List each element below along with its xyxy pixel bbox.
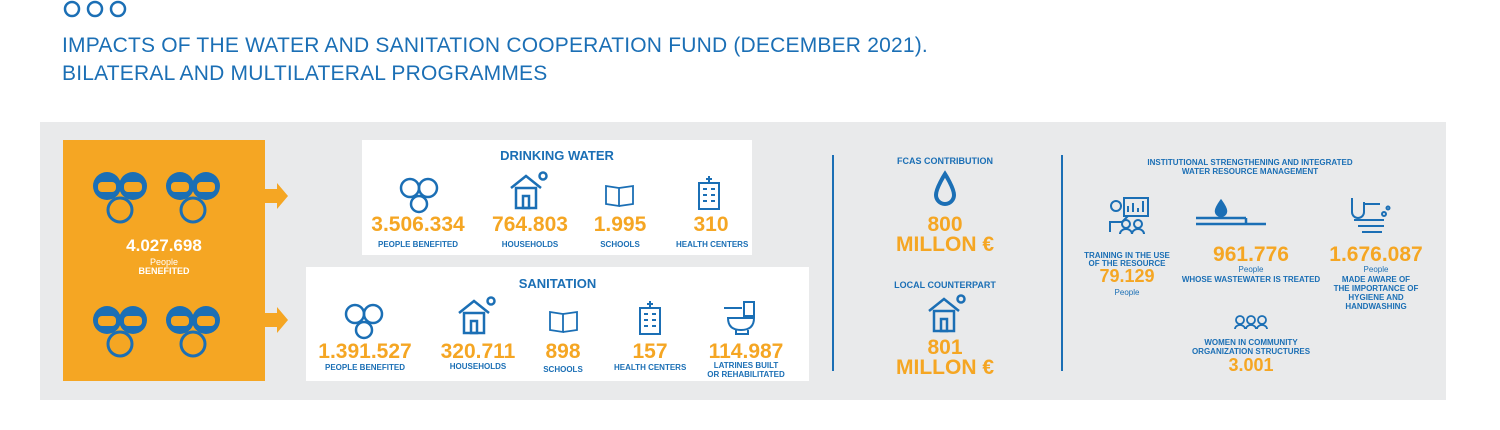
dw-schools-value: 1.995 (593, 213, 647, 236)
dw-health-value: 310 (693, 213, 729, 236)
page-title-line2: BILATERAL AND MULTILATERAL PROGRAMMES (62, 62, 548, 85)
fcas-unit: MILLON € (896, 233, 994, 256)
wastewater-unit: People (1238, 265, 1264, 274)
handwashing-icon (1351, 198, 1391, 233)
wastewater-treatment-icon (1196, 198, 1266, 226)
san-health-label: HEALTH CENTERS (614, 363, 687, 372)
dw-households-value: 764.803 (492, 213, 568, 236)
women-group-icon (1234, 315, 1268, 330)
hygiene-label-2: THE IMPORTANCE OF (1333, 284, 1419, 293)
toilet-icon (724, 301, 756, 335)
san-latrines-label-1: LATRINES BUILT (713, 361, 779, 370)
divider (1061, 155, 1063, 371)
san-schools-label: SCHOOLS (543, 365, 583, 374)
institutional-heading-1: INSTITUTIONAL STRENGTHENING AND INTEGRAT… (1147, 158, 1353, 167)
divider (832, 155, 834, 371)
sanitation-heading: SANITATION (518, 276, 597, 291)
local-value: 801 (927, 336, 963, 359)
sanitation-card (306, 267, 809, 381)
house-icon (510, 171, 548, 210)
page-title-line1: IMPACTS OF THE WATER AND SANITATION COOP… (62, 34, 928, 57)
dw-health-label: HEALTH CENTERS (676, 240, 749, 249)
wastewater-value: 961.776 (1213, 243, 1289, 266)
people-icon (399, 177, 439, 214)
local-unit: MILLON € (896, 356, 994, 379)
institutional-heading-2: WATER RESOURCE MANAGEMENT (1181, 167, 1319, 176)
training-label-2: OF THE RESOURCE (1088, 259, 1166, 268)
san-households-label: HOUSEHOLDS (449, 362, 507, 371)
fcas-value: 800 (927, 213, 963, 236)
total-unit: People (149, 257, 179, 267)
san-latrines-label-2: OR REHABILITATED (707, 370, 785, 379)
women-label-1: WOMEN IN COMMUNITY (1204, 338, 1298, 347)
local-heading: LOCAL COUNTERPART (894, 280, 996, 290)
hygiene-label-4: HANDWASHING (1345, 302, 1407, 311)
water-drop-icon (933, 170, 957, 206)
dw-households-label: HOUSEHOLDS (501, 240, 559, 249)
san-schools-value: 898 (545, 340, 581, 363)
hospital-icon (698, 176, 720, 210)
hospital-icon (639, 301, 661, 335)
dw-people-value: 3.506.334 (371, 213, 465, 236)
training-icon (1109, 197, 1149, 235)
total-label: BENEFITED (138, 266, 190, 276)
hygiene-label-1: MADE AWARE OF (1341, 275, 1411, 284)
arrow-right-icon (265, 307, 288, 333)
dw-schools-label: SCHOOLS (600, 240, 640, 249)
book-icon (549, 310, 578, 334)
san-latrines-value: 114.987 (708, 340, 784, 363)
people-group-icon (93, 306, 220, 358)
training-value: 79.129 (1099, 266, 1155, 286)
book-icon (605, 184, 634, 208)
house-icon (928, 294, 966, 333)
wastewater-label: WHOSE WASTEWATER IS TREATED (1181, 275, 1321, 284)
san-people-label: PEOPLE BENEFITED (324, 363, 405, 372)
house-icon (458, 296, 496, 335)
drinking-water-heading: DRINKING WATER (500, 148, 614, 163)
total-value: 4.027.698 (126, 236, 202, 255)
san-people-value: 1.391.527 (318, 340, 412, 363)
dw-people-label: PEOPLE BENEFITED (377, 240, 458, 249)
hygiene-label-3: HYGIENE AND (1348, 293, 1404, 302)
fcas-heading: FCAS CONTRIBUTION (897, 156, 993, 166)
women-value: 3.001 (1228, 355, 1274, 375)
san-households-value: 320.711 (440, 340, 516, 363)
people-icon (344, 303, 384, 340)
hygiene-value: 1.676.087 (1329, 243, 1423, 266)
people-group-icon (93, 172, 220, 224)
arrow-right-icon (265, 183, 288, 209)
women-label-2: ORGANIZATION STRUCTURES (1191, 347, 1311, 356)
training-label-1: TRAINING IN THE USE (1084, 251, 1170, 260)
hygiene-unit: People (1363, 265, 1389, 274)
logo-fragment-icon (63, 0, 127, 18)
training-unit: People (1114, 288, 1140, 297)
san-health-value: 157 (632, 340, 668, 363)
